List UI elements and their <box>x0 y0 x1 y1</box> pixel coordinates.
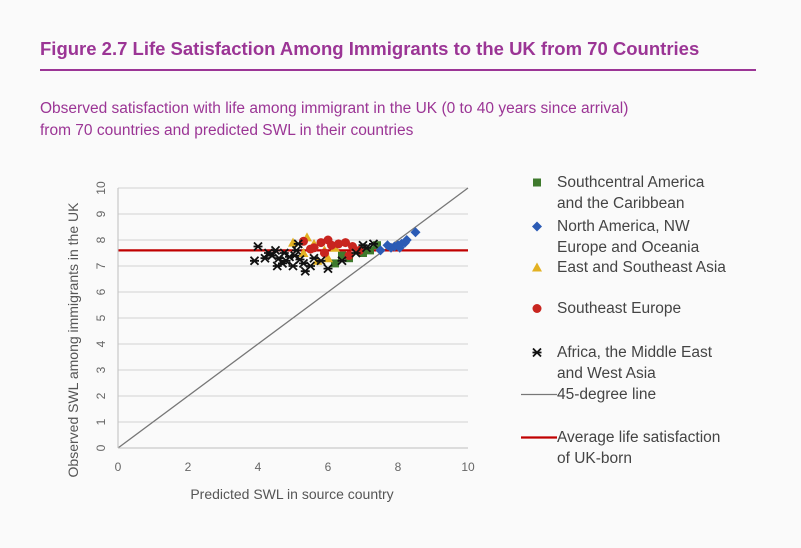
x-tick-label: 0 <box>115 460 122 474</box>
legend-text-line: 45-degree line <box>557 386 657 403</box>
y-tick-label: 6 <box>94 288 108 295</box>
subtitle-line-1: Observed satisfaction with life among im… <box>40 100 629 117</box>
legend-text-line: North America, NW <box>557 218 690 235</box>
point-africa <box>293 239 303 249</box>
title-divider <box>40 69 756 71</box>
x-tick-label: 10 <box>461 460 475 474</box>
legend-text-line: Average life satisfaction <box>557 429 721 446</box>
y-tick-label: 3 <box>94 366 108 373</box>
y-tick-label: 8 <box>94 236 108 243</box>
y-tick-label: 9 <box>94 210 108 217</box>
point-north_america <box>401 235 412 245</box>
legend-label-average: Average life satisfaction of UK-born <box>557 427 720 469</box>
point-east_asia <box>298 248 309 257</box>
legend-text-line: and West Asia <box>557 365 656 382</box>
point-southeast_europe <box>334 239 343 249</box>
legend-text-line: Europe and Oceania <box>557 239 700 256</box>
point-africa <box>249 256 260 266</box>
subtitle-line-2: from 70 countries and predicted SWL in t… <box>40 122 414 139</box>
legend-label-east_asia: East and Southeast Asia <box>557 257 726 278</box>
legend-marker-east_asia <box>532 262 542 272</box>
point-africa <box>288 261 298 271</box>
point-southeast_europe <box>341 238 350 248</box>
point-southcentral <box>373 241 381 250</box>
legend-text-line: and the Caribbean <box>557 195 685 212</box>
point-africa <box>305 261 316 271</box>
y-tick-label: 1 <box>94 418 108 425</box>
point-southeast_europe <box>348 242 357 251</box>
legend-markers <box>521 178 557 439</box>
x-tick-label: 2 <box>185 460 192 474</box>
point-africa <box>316 256 326 266</box>
point-africa <box>272 261 282 271</box>
diagonal-line <box>117 187 469 449</box>
point-southcentral <box>331 259 339 268</box>
x-tick-label: 4 <box>255 460 262 474</box>
y-axis-label: Observed SWL among immigrants in the UK <box>65 202 81 478</box>
legend-text-line: Africa, the Middle East <box>557 344 713 361</box>
legend-text-line: East and Southeast Asia <box>557 259 726 276</box>
point-southeast_europe <box>306 244 315 254</box>
point-africa <box>291 245 302 256</box>
point-southeast_europe <box>320 248 329 258</box>
y-tick-label: 0 <box>94 444 108 451</box>
y-tick-label: 10 <box>94 181 108 195</box>
figure-subtitle: Observed satisfaction with life among im… <box>40 98 760 142</box>
point-africa <box>290 250 300 261</box>
y-tick-label: 7 <box>94 262 108 269</box>
legend-text-line: Southcentral America <box>557 174 705 191</box>
axes: 0 1 2 3 4 5 6 7 8 9 10 0 2 4 6 8 10 <box>94 181 475 474</box>
legend-label-southcentral: Southcentral America and the Caribbean <box>557 172 704 214</box>
x-tick-label: 8 <box>395 460 402 474</box>
y-tick-label: 4 <box>94 340 108 347</box>
point-africa <box>279 248 289 258</box>
point-north_america <box>382 240 393 251</box>
legend-label-southeast_europe: Southeast Europe <box>557 298 681 319</box>
point-africa <box>351 248 361 258</box>
legend-label-diagonal: 45-degree line <box>557 384 656 405</box>
legend-label-north_america: North America, NW Europe and Oceania <box>557 216 699 258</box>
y-tick-label: 5 <box>94 314 108 321</box>
point-southeast_europe <box>327 240 336 250</box>
x-axis-label: Predicted SWL in source country <box>190 486 393 502</box>
legend-marker-southeast_europe <box>532 304 542 313</box>
point-north_america <box>394 242 405 253</box>
point-southcentral <box>338 251 346 260</box>
point-southeast_europe <box>344 251 354 261</box>
legend-text-line: of UK-born <box>557 450 632 467</box>
point-africa <box>361 243 372 253</box>
y-tick-label: 2 <box>94 392 108 399</box>
grid-layer <box>118 187 468 423</box>
point-north_america <box>410 227 421 238</box>
point-north_america <box>375 245 386 256</box>
figure-title: Figure 2.7 Life Satisfaction Among Immig… <box>40 38 700 59</box>
legend-marker-africa <box>532 347 542 358</box>
legend-marker-southcentral <box>533 178 541 187</box>
x-tick-label: 6 <box>325 460 332 474</box>
point-africa <box>337 256 347 266</box>
data-points <box>249 227 421 276</box>
point-africa <box>323 263 333 274</box>
legend-text-line: Southeast Europe <box>557 300 682 317</box>
point-africa <box>270 245 281 256</box>
point-southeast_europe <box>316 238 326 248</box>
legend-marker-north_america <box>532 221 542 232</box>
legend-label-africa: Africa, the Middle East and West Asia <box>557 342 712 384</box>
point-africa <box>253 241 263 252</box>
